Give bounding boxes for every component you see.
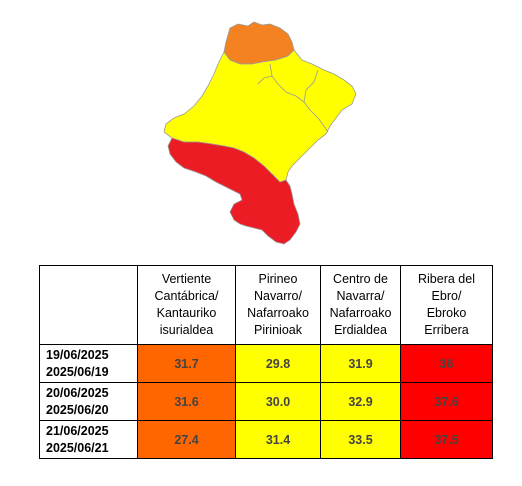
- header-line: Ribera del: [418, 272, 475, 286]
- value-cell: 30.0: [235, 382, 321, 421]
- value-cell: 36: [400, 344, 493, 383]
- header-centro-navarra: Centro de Navarra/Nafarroako Erdialdea: [320, 265, 401, 345]
- table-row: 20/06/2025 2025/06/20 31.6 30.0 32.9 37.6: [39, 382, 493, 421]
- header-line: Pirineo: [258, 272, 298, 286]
- header-line: Navarra/: [336, 289, 385, 303]
- value-cell: 27.4: [137, 420, 236, 459]
- date-es: 20/06/2025: [46, 385, 109, 400]
- header-line: Erdialdea: [334, 323, 387, 337]
- value-cell: 32.9: [320, 382, 401, 421]
- header-row: Vertiente Cantábrica/Kantauriko isurialdea…: [39, 265, 493, 345]
- header-line: Vertiente: [161, 272, 212, 286]
- header-line: Cantábrica/: [154, 289, 219, 303]
- header-line: Pirinioak: [254, 323, 302, 337]
- header-line: Nafarroako: [247, 306, 309, 320]
- header-line: Centro de: [333, 272, 388, 286]
- header-pirineo-navarro: Pirineo Navarro/Nafarroako Pirinioak: [235, 265, 321, 345]
- navarra-warning-map: [163, 21, 357, 245]
- header-line: Nafarroako: [329, 306, 392, 320]
- date-es: 21/06/2025: [46, 423, 109, 438]
- date-cell: 19/06/2025 2025/06/19: [39, 344, 138, 383]
- header-vertiente-cantabrica: Vertiente Cantábrica/Kantauriko isurialdea: [137, 265, 236, 345]
- value-cell: 31.9: [320, 344, 401, 383]
- map-boundary-lines: [257, 63, 329, 133]
- value-cell: 31.7: [137, 344, 236, 383]
- header-line: isurialdea: [159, 323, 214, 337]
- table-row: 21/06/2025 2025/06/21 27.4 31.4 33.5 37.5: [39, 420, 493, 459]
- map-zone-yellow: [163, 49, 357, 183]
- value-cell: 29.8: [235, 344, 321, 383]
- header-line: Ebroko: [426, 306, 467, 320]
- header-empty: [39, 265, 138, 345]
- date-cell: 21/06/2025 2025/06/21: [39, 420, 138, 459]
- date-cell: 20/06/2025 2025/06/20: [39, 382, 138, 421]
- date-eu: 2025/06/20: [46, 402, 109, 417]
- value-cell: 33.5: [320, 420, 401, 459]
- date-eu: 2025/06/19: [46, 364, 109, 379]
- value-cell: 37.6: [400, 382, 493, 421]
- value-cell: 37.5: [400, 420, 493, 459]
- value-cell: 31.4: [235, 420, 321, 459]
- header-line: Kantauriko: [156, 306, 217, 320]
- header-ribera-ebro: Ribera del Ebro/Ebroko Erribera: [400, 265, 493, 345]
- header-line: Navarro/: [254, 289, 302, 303]
- header-line: Ebro/: [431, 289, 462, 303]
- date-es: 19/06/2025: [46, 347, 109, 362]
- value-cell: 31.6: [137, 382, 236, 421]
- table-row: 19/06/2025 2025/06/19 31.7 29.8 31.9 36: [39, 344, 493, 383]
- forecast-table: Vertiente Cantábrica/Kantauriko isurialdea…: [39, 265, 493, 459]
- date-eu: 2025/06/21: [46, 440, 109, 455]
- header-line: Erribera: [424, 323, 469, 337]
- map-zone-red: [167, 137, 301, 245]
